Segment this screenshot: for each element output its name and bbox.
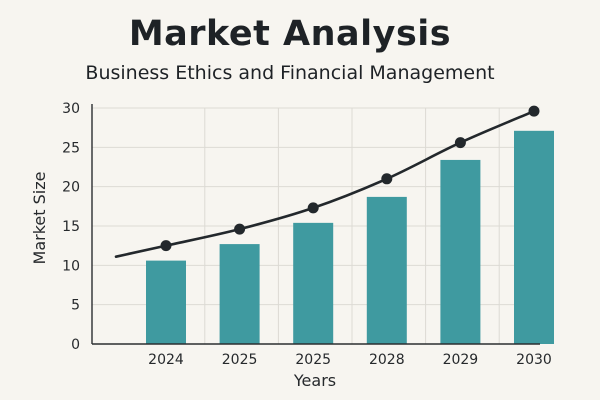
bar-2025-1 [219, 244, 260, 344]
x-tick-label: 2024 [148, 352, 184, 368]
y-tick-label: 30 [62, 101, 80, 117]
x-tick-label: 2029 [443, 352, 479, 368]
y-tick-label: 25 [62, 140, 80, 156]
x-axis-label: Years [293, 371, 336, 390]
y-tick-label: 5 [71, 298, 80, 314]
bar-layer [146, 130, 554, 344]
trend-point-3 [381, 173, 393, 185]
line-layer [114, 105, 540, 258]
trend-point-4 [454, 137, 466, 149]
trend-point-5 [528, 105, 540, 117]
bar-2025-2 [293, 222, 334, 344]
y-tick-label: 10 [62, 258, 80, 274]
y-tick-label: 0 [71, 337, 80, 353]
bar-2028-3 [366, 196, 407, 344]
bar-2024-0 [146, 260, 186, 344]
bar-2029-4 [440, 159, 481, 344]
trend-point-1 [234, 223, 246, 235]
y-tick-label: 20 [62, 180, 80, 196]
y-axis-label: Market Size [30, 172, 49, 265]
trend-point-0 [160, 240, 172, 252]
x-tick-label: 2030 [516, 352, 552, 368]
x-tick-label: 2025 [222, 352, 258, 368]
x-tick-label: 2025 [295, 352, 331, 368]
axis-layer [91, 104, 540, 345]
y-tick-label: 15 [62, 219, 80, 235]
x-tick-label: 2028 [369, 352, 405, 368]
trend-point-2 [307, 202, 319, 214]
bar-2030-5 [514, 130, 554, 344]
chart-title: Market Analysis [128, 14, 452, 54]
chart-subtitle: Business Ethics and Financial Management [85, 62, 495, 84]
